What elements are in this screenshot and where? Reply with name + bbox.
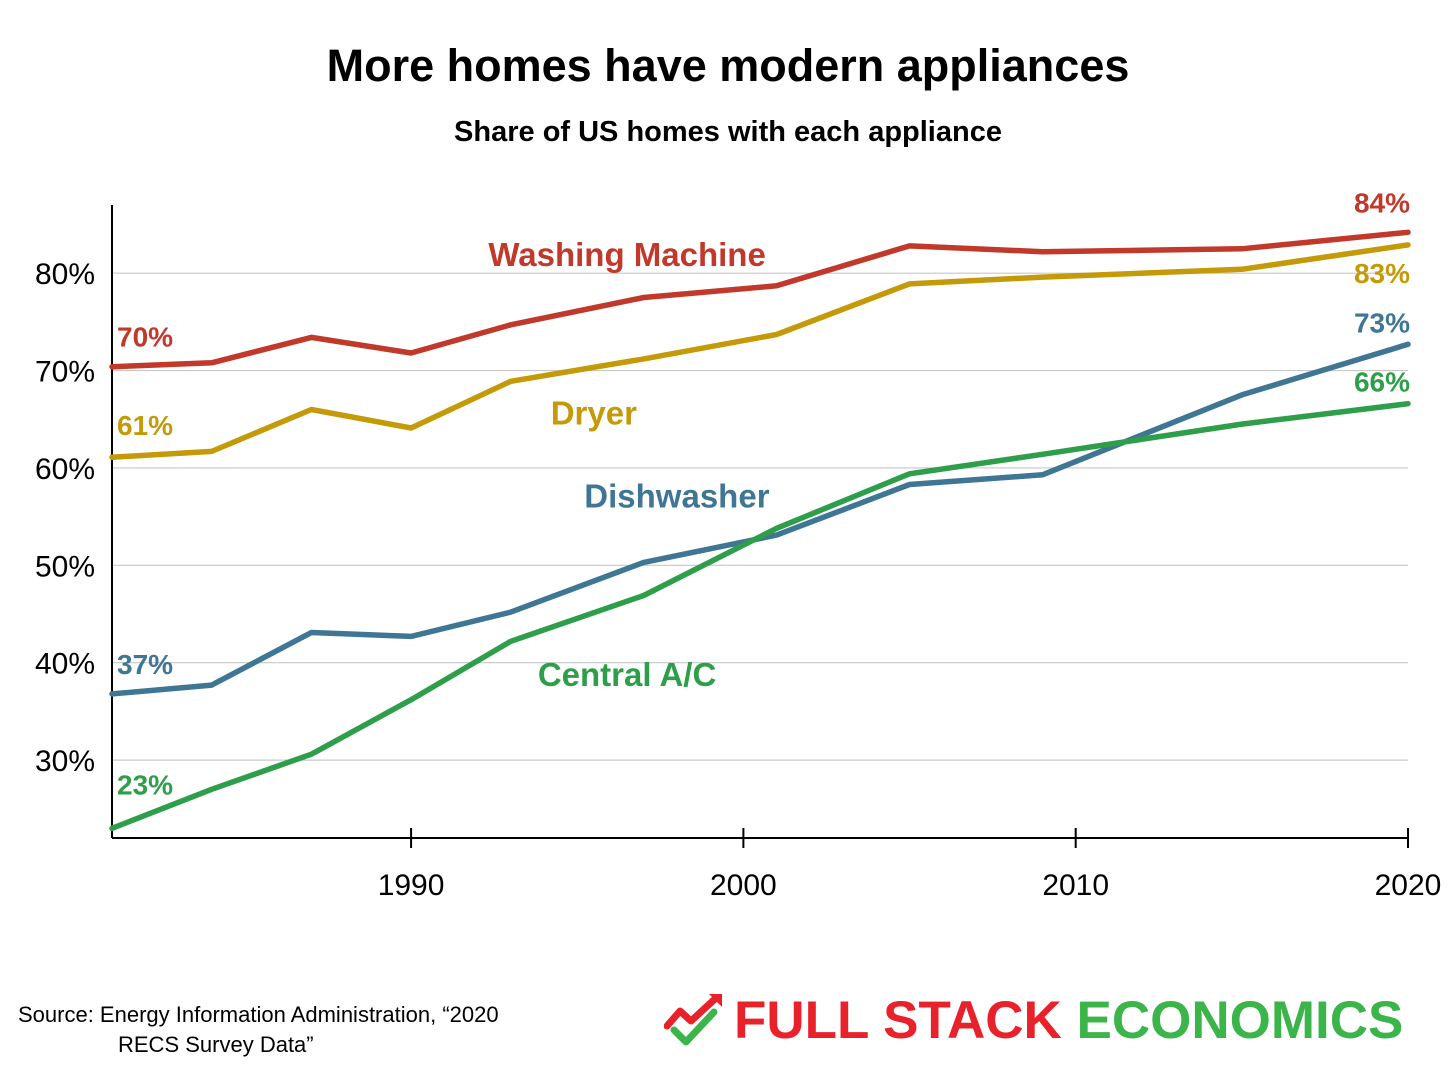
y-tick-label: 70% — [35, 356, 95, 389]
trend-check-icon — [664, 994, 722, 1046]
brand-word-economics: ECONOMICS — [1076, 990, 1404, 1050]
y-tick-label: 30% — [35, 745, 95, 778]
y-tick-label: 50% — [35, 550, 95, 583]
data-label-start: 61% — [117, 410, 173, 441]
data-label-end: 73% — [1354, 307, 1410, 338]
data-label-end: 84% — [1354, 187, 1410, 218]
data-label-end: 66% — [1354, 367, 1410, 398]
x-tick-label: 1990 — [378, 869, 445, 902]
series-line-dishwasher — [109, 341, 1411, 697]
chart-title: More homes have modern appliances — [326, 40, 1130, 91]
source-line-1: Source: Energy Information Administratio… — [18, 1002, 499, 1027]
series-name-label: Washing Machine — [488, 236, 765, 273]
series-line-dryer — [109, 242, 1411, 460]
x-tick-label: 2020 — [1375, 869, 1442, 902]
data-label-start: 37% — [117, 649, 173, 680]
chart-subtitle: Share of US homes with each appliance — [454, 116, 1002, 148]
source-line-2: RECS Survey Data” — [118, 1032, 314, 1057]
data-label-start: 23% — [117, 769, 173, 800]
series-name-label: Dishwasher — [584, 478, 769, 515]
series-name-label: Central A/C — [538, 656, 716, 693]
data-label-end: 83% — [1354, 258, 1410, 289]
series-name-label: Dryer — [551, 394, 637, 431]
y-tick-label: 80% — [35, 258, 95, 291]
series-line-washing-machine — [109, 229, 1411, 370]
data-label-start: 70% — [117, 322, 173, 353]
y-tick-label: 40% — [35, 648, 95, 681]
series-line-central-a-c — [109, 400, 1411, 832]
x-tick-label: 2010 — [1042, 869, 1109, 902]
y-tick-label: 60% — [35, 453, 95, 486]
brand-word-full-stack: FULL STACK — [734, 990, 1062, 1050]
line-chart: 30% 40% 50% 60% 70% 80% 1990 2000 2010 2020 Washi… — [35, 187, 1442, 902]
brand-logo: FULL STACK ECONOMICS — [664, 988, 1403, 1052]
x-tick-label: 2000 — [710, 869, 777, 902]
source-note: Source: Energy Information Administratio… — [18, 1000, 499, 1060]
